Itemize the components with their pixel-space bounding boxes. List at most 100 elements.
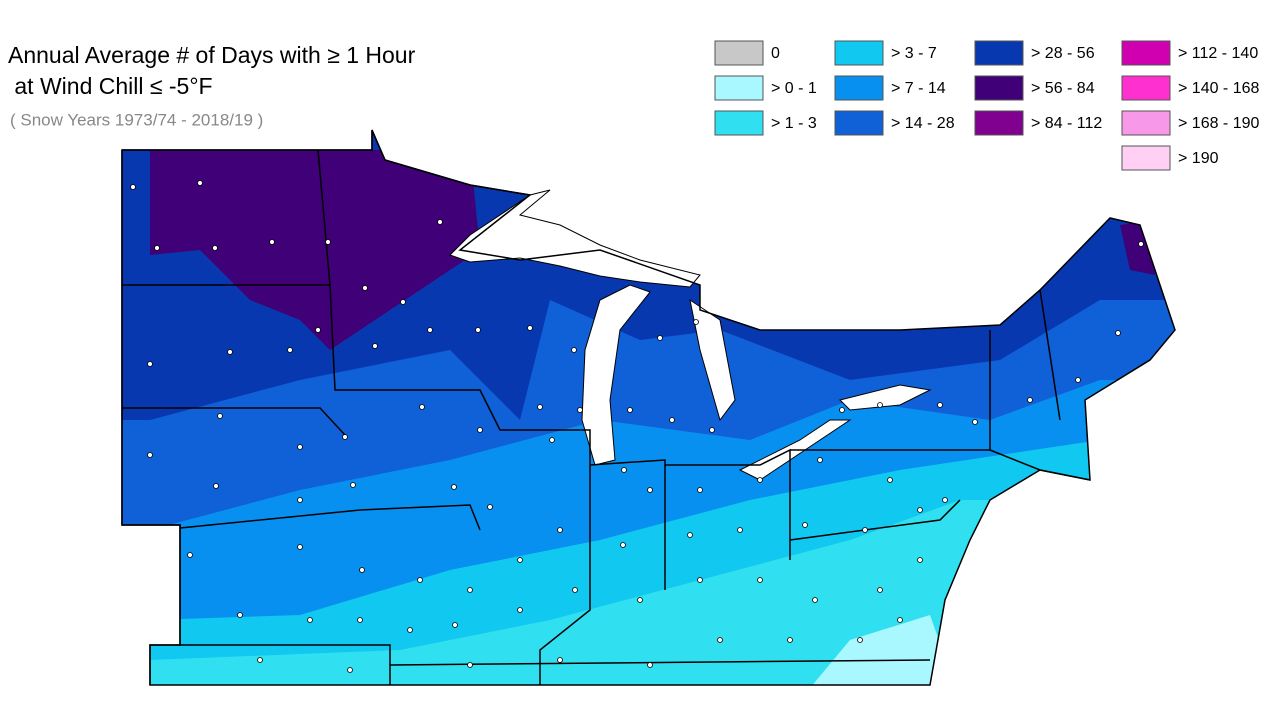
station-dot (577, 407, 583, 413)
legend-swatch (1121, 75, 1171, 101)
legend-label: > 3 - 7 (891, 45, 937, 62)
band (150, 150, 480, 350)
station-dot (487, 504, 493, 510)
legend-swatch (714, 75, 764, 101)
legend-swatch (1121, 145, 1171, 171)
station-dot (475, 327, 481, 333)
station-dot (315, 327, 321, 333)
station-dot (669, 417, 675, 423)
station-dot (862, 527, 868, 533)
station-dot (347, 667, 353, 673)
station-dot (697, 487, 703, 493)
station-dot (549, 437, 555, 443)
station-dot (621, 467, 627, 473)
legend-swatch (974, 110, 1024, 136)
station-dot (627, 407, 633, 413)
station-dot (620, 542, 626, 548)
station-dot (187, 552, 193, 558)
station-dot (517, 557, 523, 563)
station-dot (359, 567, 365, 573)
station-dot (647, 487, 653, 493)
station-dot (452, 622, 458, 628)
state-borders (121, 129, 1176, 686)
station-dot (647, 662, 653, 668)
station-dot (451, 484, 457, 490)
station-dot (467, 662, 473, 668)
station-dot (557, 527, 563, 533)
band (800, 615, 960, 685)
map (122, 130, 1175, 685)
station-dot (697, 577, 703, 583)
legend-swatch (974, 40, 1024, 66)
station-dot (437, 219, 443, 225)
lake (839, 384, 932, 411)
legend-swatch (974, 75, 1024, 101)
station-dot (407, 627, 413, 633)
legend-label: > 14 - 28 (891, 115, 955, 132)
station-dot (537, 404, 543, 410)
station-dot (817, 457, 823, 463)
subtitle: ( Snow Years 1973/74 - 2018/19 ) (10, 110, 263, 129)
station-dot (427, 327, 433, 333)
station-dot (467, 587, 473, 593)
station-dot (709, 427, 715, 433)
legend-swatch (834, 75, 884, 101)
title-line: Annual Average # of Days with ≥ 1 Hour (8, 42, 416, 68)
legend-swatch (1121, 110, 1171, 136)
station-dot (237, 612, 243, 618)
station-dot (802, 522, 808, 528)
station-dot (812, 597, 818, 603)
station-dot (917, 507, 923, 513)
station-dot (917, 557, 923, 563)
station-dot (637, 597, 643, 603)
station-dot (350, 482, 356, 488)
station-dot (362, 285, 368, 291)
legend-label: > 56 - 84 (1031, 80, 1095, 97)
legend-label: > 190 (1178, 150, 1219, 167)
station-dot (1027, 397, 1033, 403)
station-dot (787, 637, 793, 643)
station-dot (757, 477, 763, 483)
station-dot (857, 637, 863, 643)
station-dot (1115, 330, 1121, 336)
station-dot (197, 180, 203, 186)
legend-label: 0 (771, 45, 780, 62)
station-dot (527, 325, 533, 331)
legend-label: > 112 - 140 (1178, 45, 1258, 62)
legend-label: > 84 - 112 (1031, 115, 1102, 132)
station-dot (937, 402, 943, 408)
legend-swatch (834, 40, 884, 66)
station-dot (269, 239, 275, 245)
station-dot (227, 349, 233, 355)
legend-label: > 0 - 1 (771, 80, 817, 97)
station-dot (307, 617, 313, 623)
legend-label: > 1 - 3 (771, 115, 817, 132)
station-dot (297, 497, 303, 503)
station-dot (942, 497, 948, 503)
legend: 0 > 0 - 1 > 1 - 3 > 3 - 7 > 7 - 14 > 14 - 28 >… (714, 40, 1260, 171)
station-dot (517, 607, 523, 613)
station-dot (571, 347, 577, 353)
station-dot (257, 657, 263, 663)
station-dot (147, 361, 153, 367)
station-dot (693, 319, 699, 325)
legend-label: > 140 - 168 (1178, 80, 1260, 97)
station-dot (1075, 377, 1081, 383)
station-dot (217, 413, 223, 419)
station-dot (212, 245, 218, 251)
station-dot (737, 527, 743, 533)
legend-label: > 7 - 14 (891, 80, 946, 97)
lake (689, 298, 736, 422)
legend-swatch (834, 110, 884, 136)
station-dot (477, 427, 483, 433)
station-dot (325, 239, 331, 245)
station-dot (839, 407, 845, 413)
station-dot (1138, 241, 1144, 247)
station-dot (877, 587, 883, 593)
station-dot (757, 577, 763, 583)
station-dot (972, 419, 978, 425)
legend-label: > 168 - 190 (1178, 115, 1260, 132)
legend-swatch (714, 40, 764, 66)
lake (581, 284, 651, 466)
station-dot (342, 434, 348, 440)
